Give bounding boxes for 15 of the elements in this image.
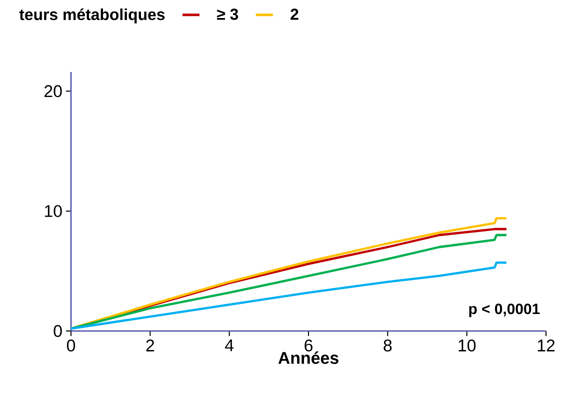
x-tick-label: 12	[538, 340, 555, 352]
x-tick-label: 10	[458, 340, 476, 352]
y-tick-label: 10	[44, 205, 62, 218]
y-tick-label: 0	[54, 325, 62, 337]
legend-label: 2	[290, 8, 298, 20]
y-tick-label: 20	[44, 85, 62, 98]
x-axis-title: Années	[278, 351, 338, 364]
x-tick-label: 2	[146, 340, 154, 352]
legend-label: ≥ 3	[217, 8, 238, 20]
x-tick-label: 4	[225, 339, 234, 352]
x-tick-label: 6	[304, 340, 312, 352]
legend-title: teurs métaboliques	[19, 8, 165, 24]
x-tick-label: 0	[66, 340, 76, 352]
annotation: p < 0,0001	[469, 304, 540, 318]
x-tick-label: 8	[384, 340, 392, 352]
